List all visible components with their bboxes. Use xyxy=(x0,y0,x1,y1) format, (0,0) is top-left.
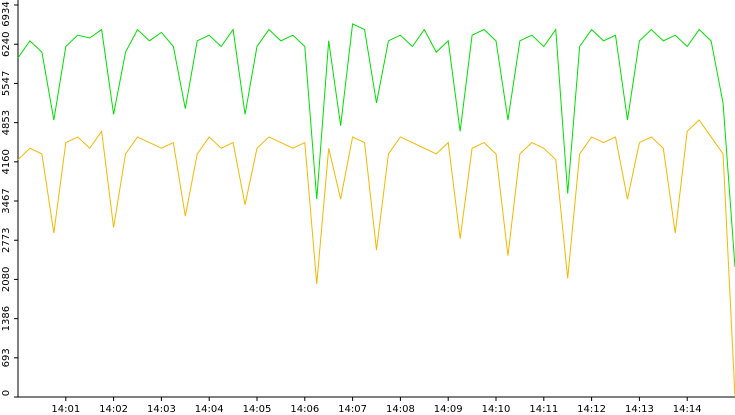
line-series xyxy=(17,23,735,268)
y-tick-label: 1386 xyxy=(1,306,12,331)
x-tick-label: 14:08 xyxy=(386,404,415,415)
y-tick-label: 3467 xyxy=(1,188,12,213)
y-tick-label: 0 xyxy=(1,390,12,396)
x-tick-label: 14:03 xyxy=(147,404,176,415)
x-tick-label: 14:09 xyxy=(434,404,463,415)
x-tick-label: 14:10 xyxy=(482,404,511,415)
x-tick-label: 14:02 xyxy=(99,404,128,415)
y-tick-label: 6240 xyxy=(1,32,12,57)
y-tick-label: 2080 xyxy=(1,267,12,292)
x-tick-label: 14:04 xyxy=(195,404,224,415)
y-tick-label: 693 xyxy=(1,348,12,367)
x-tick-label: 14:14 xyxy=(673,404,702,415)
x-tick-label: 14:05 xyxy=(243,404,272,415)
line-series xyxy=(17,119,735,398)
y-tick-label: 5547 xyxy=(1,71,12,96)
x-tick-label: 14:13 xyxy=(625,404,654,415)
x-tick-label: 14:06 xyxy=(290,404,319,415)
y-tick-label: 4160 xyxy=(1,149,12,174)
x-tick-label: 14:07 xyxy=(338,404,367,415)
y-tick-label: 4853 xyxy=(1,110,12,135)
x-tick-label: 14:11 xyxy=(529,404,558,415)
y-tick-label: 6934 xyxy=(1,1,12,26)
x-tick-label: 14:01 xyxy=(51,404,80,415)
y-tick-label: 2773 xyxy=(1,228,12,253)
x-tick-label: 14:12 xyxy=(577,404,606,415)
